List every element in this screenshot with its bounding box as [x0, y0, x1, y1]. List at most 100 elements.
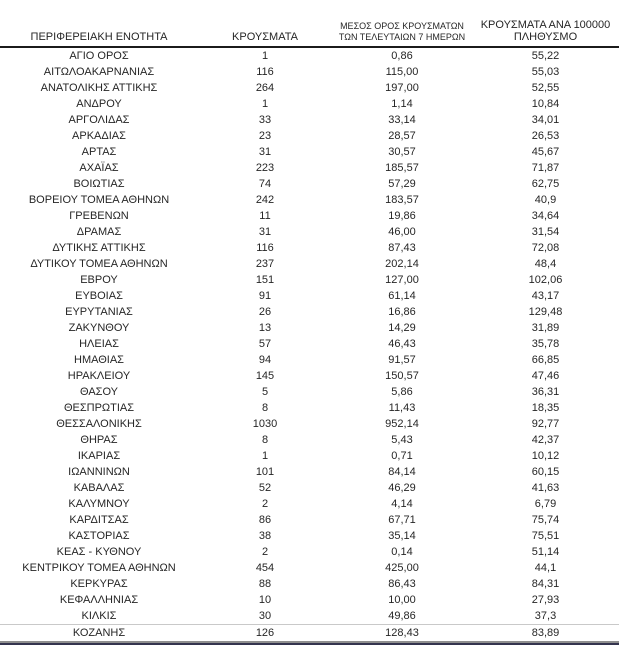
per-100k-cell: 92,77 — [531, 418, 560, 430]
cases-cell: 2 — [261, 546, 269, 558]
table-row: ΚΟΖΑΝΗΣ 126 128,43 83,89 — [0, 624, 619, 641]
table-row: ΑΓΙΟ ΟΡΟΣ 1 0,86 55,22 — [0, 47, 619, 64]
per-100k-cell: 51,14 — [531, 546, 560, 558]
avg-7day-cell: 33,14 — [388, 114, 416, 126]
avg-7day-cell: 14,29 — [388, 322, 416, 334]
col-header-per-100k-line1: ΚΡΟΥΣΜΑΤΑ ΑΝΑ 100000 — [480, 19, 611, 31]
table-row: ΘΕΣΠΡΩΤΙΑΣ 8 11,43 18,35 — [0, 400, 619, 416]
per-100k-cell: 10,12 — [531, 450, 560, 462]
region-cell: ΘΕΣΣΑΛΟΝΙΚΗΣ — [56, 418, 142, 430]
table-row: ΓΡΕΒΕΝΩΝ 11 19,86 34,64 — [0, 208, 619, 224]
avg-7day-cell: 49,86 — [388, 610, 416, 622]
cases-cell: 30 — [258, 610, 272, 622]
per-100k-cell: 44,1 — [534, 562, 557, 574]
region-cell: ΘΑΣΟΥ — [79, 386, 119, 398]
avg-7day-cell: 10,00 — [388, 594, 416, 606]
per-100k-cell: 31,54 — [531, 226, 560, 238]
cases-cell: 101 — [255, 466, 275, 478]
avg-7day-cell: 46,43 — [388, 338, 416, 350]
avg-7day-cell: 5,86 — [391, 386, 413, 398]
cases-cell: 116 — [256, 242, 274, 254]
table-row: ΗΛΕΙΑΣ 57 46,43 35,78 — [0, 336, 619, 352]
table-row: ΙΚΑΡΙΑΣ 1 0,71 10,12 — [0, 448, 619, 464]
region-cell: ΚΑΒΑΛΑΣ — [73, 482, 125, 494]
per-100k-cell: 18,35 — [531, 402, 560, 414]
table-row: ΚΙΛΚΙΣ 30 49,86 37,3 — [0, 608, 619, 625]
table-row: ΑΝΔΡΟΥ 1 1,14 10,84 — [0, 96, 619, 112]
avg-7day-cell: 128,43 — [332, 624, 472, 641]
per-100k-cell: 48,4 — [534, 258, 557, 270]
region-cell: ΗΛΕΙΑΣ — [79, 338, 119, 350]
avg-7day-cell: 67,71 — [388, 514, 416, 526]
cases-cell: 264 — [255, 82, 275, 94]
cases-cell: 33 — [258, 114, 272, 126]
per-100k-cell: 62,75 — [531, 178, 560, 190]
avg-7day-cell: 11,43 — [388, 402, 416, 414]
cases-cell: 151 — [255, 274, 275, 286]
cases-cell: 8 — [261, 402, 269, 414]
per-100k-cell: 45,67 — [531, 146, 560, 158]
per-100k-cell: 34,64 — [531, 210, 560, 222]
avg-7day-cell: 35,14 — [388, 530, 416, 542]
avg-7day-cell: 425,00 — [385, 562, 419, 574]
avg-7day-cell: 61,14 — [388, 290, 416, 302]
avg-7day-cell: 46,00 — [388, 226, 416, 238]
table-row: ΕΒΡΟΥ 151 127,00 102,06 — [0, 272, 619, 288]
per-100k-cell: 43,17 — [531, 290, 560, 302]
region-cell: ΕΒΡΟΥ — [80, 274, 118, 286]
per-100k-cell: 72,08 — [531, 242, 560, 254]
cases-cell: 126 — [198, 624, 332, 641]
cases-cell: 26 — [258, 306, 272, 318]
per-100k-cell: 75,74 — [531, 514, 560, 526]
table-header: ΠΕΡΙΦΕΡΕΙΑΚΗ ΕΝΟΤΗΤΑ ΚΡΟΥΣΜΑΤΑ ΜΕΣΟΣ ΟΡΟ… — [0, 0, 619, 48]
table-row: ΙΩΑΝΝΙΝΩΝ 101 84,14 60,15 — [0, 464, 619, 480]
avg-7day-cell: 0,71 — [391, 450, 413, 462]
table-row: ΚΑΣΤΟΡΙΑΣ 38 35,14 75,51 — [0, 528, 619, 544]
per-100k-cell: 66,85 — [531, 354, 560, 366]
per-100k-cell: 35,78 — [531, 338, 560, 350]
avg-7day-cell: 952,14 — [385, 418, 419, 430]
cases-cell: 1 — [261, 98, 269, 110]
region-cell: ΚΙΛΚΙΣ — [81, 610, 117, 622]
header-row: ΠΕΡΙΦΕΡΕΙΑΚΗ ΕΝΟΤΗΤΑ ΚΡΟΥΣΜΑΤΑ ΜΕΣΟΣ ΟΡΟ… — [0, 0, 619, 48]
cases-cell: 2 — [261, 498, 269, 510]
region-cell: ΘΕΣΠΡΩΤΙΑΣ — [63, 402, 135, 414]
table-row: ΕΥΡΥΤΑΝΙΑΣ 26 16,86 129,48 — [0, 304, 619, 320]
avg-7day-cell: 115,00 — [385, 66, 419, 78]
cases-cell: 242 — [255, 194, 275, 206]
cases-cell: 74 — [258, 178, 272, 190]
cases-cell: 1030 — [252, 418, 278, 430]
avg-7day-cell: 16,86 — [388, 306, 416, 318]
avg-7day-cell: 0,14 — [391, 546, 413, 558]
avg-7day-cell: 19,86 — [388, 210, 416, 222]
table-row: ΚΕΡΚΥΡΑΣ 88 86,43 84,31 — [0, 576, 619, 592]
region-cell: ΔΥΤΙΚΟΥ ΤΟΜΕΑ ΑΘΗΝΩΝ — [30, 258, 168, 270]
table-row: ΑΡΓΟΛΙΔΑΣ 33 33,14 34,01 — [0, 112, 619, 128]
table-bottom-rule — [0, 641, 619, 645]
region-cell: ΑΝΑΤΟΛΙΚΗΣ ΑΤΤΙΚΗΣ — [40, 82, 158, 94]
avg-7day-cell: 91,57 — [388, 354, 416, 366]
avg-7day-cell: 150,57 — [385, 370, 419, 382]
cases-cell: 1 — [261, 50, 269, 62]
avg-7day-cell: 4,14 — [391, 498, 413, 510]
region-cell: ΓΡΕΒΕΝΩΝ — [69, 210, 129, 222]
cases-cell: 23 — [258, 130, 272, 142]
table-row: ΑΝΑΤΟΛΙΚΗΣ ΑΤΤΙΚΗΣ 264 197,00 52,55 — [0, 80, 619, 96]
col-header-7day-average: ΜΕΣΟΣ ΟΡΟΣ ΚΡΟΥΣΜΑΤΩΝ ΤΩΝ ΤΕΛΕΥΤΑΙΩΝ 7 Η… — [332, 0, 472, 48]
region-cell: ΔΥΤΙΚΗΣ ΑΤΤΙΚΗΣ — [52, 242, 146, 254]
avg-7day-cell: 84,14 — [388, 466, 416, 478]
cases-cell: 116 — [256, 66, 274, 78]
cases-cell: 237 — [255, 258, 275, 270]
avg-7day-cell: 197,00 — [385, 82, 419, 94]
per-100k-cell: 75,51 — [531, 530, 560, 542]
per-100k-cell: 34,01 — [531, 114, 560, 126]
table-row: ΘΗΡΑΣ 8 5,43 42,37 — [0, 432, 619, 448]
table-row: ΚΕΑΣ - ΚΥΘΝΟΥ 2 0,14 51,14 — [0, 544, 619, 560]
col-header-7day-average-line2: ΤΩΝ ΤΕΛΕΥΤΑΙΩΝ 7 ΗΜΕΡΩΝ — [338, 32, 466, 42]
cases-cell: 91 — [258, 290, 272, 302]
cases-cell: 11 — [259, 210, 271, 222]
cases-cell: 5 — [261, 386, 269, 398]
col-header-per-100k-line2: ΠΛΗΘΥΣΜΟ — [513, 31, 578, 43]
table-row: ΔΡΑΜΑΣ 31 46,00 31,54 — [0, 224, 619, 240]
